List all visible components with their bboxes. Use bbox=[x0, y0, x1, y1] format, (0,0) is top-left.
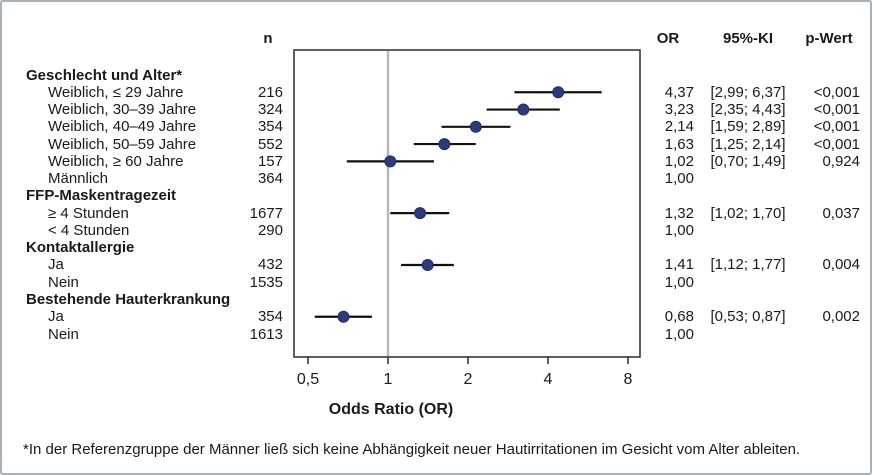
column-header-pvalue: p-Wert bbox=[805, 30, 853, 47]
or-value: 1,00 bbox=[664, 325, 694, 343]
ci-value: [1,25; 2,14] bbox=[710, 135, 786, 153]
table-row: Weiblich, 40–49 Jahre 354 2,14 [1,59; 2,89]… bbox=[2, 118, 870, 135]
row-label: Weiblich, 40–49 Jahre bbox=[48, 118, 197, 136]
x-tick-label: 4 bbox=[543, 371, 553, 388]
n-value: 1613 bbox=[249, 325, 283, 343]
ci-value: [0,53; 0,87] bbox=[710, 308, 786, 326]
p-value: <0,001 bbox=[813, 101, 860, 119]
ci-value: [2,35; 4,43] bbox=[710, 101, 786, 119]
row-label: Männlich bbox=[48, 170, 109, 188]
p-value: <0,001 bbox=[813, 83, 860, 101]
x-tick-label: 2 bbox=[463, 371, 473, 388]
group-label: Kontaktallergie bbox=[26, 239, 135, 257]
row-label: Ja bbox=[48, 308, 64, 326]
row-label: < 4 Stunden bbox=[48, 221, 130, 239]
or-value: 1,00 bbox=[664, 273, 694, 291]
table-row: Weiblich, ≥ 60 Jahre 157 1,02 [0,70; 1,49] 0… bbox=[2, 153, 870, 170]
n-value: 157 bbox=[257, 152, 283, 170]
p-value: 0,924 bbox=[822, 152, 860, 170]
column-header-ci: 95%-KI bbox=[722, 30, 774, 47]
row-label: Nein bbox=[48, 325, 79, 343]
group-label: FFP-Maskentragezeit bbox=[26, 187, 177, 205]
ci-value: [0,70; 1,49] bbox=[710, 152, 786, 170]
ci-value: [1,12; 1,77] bbox=[710, 256, 786, 274]
row-label: Nein bbox=[48, 273, 79, 291]
n-value: 324 bbox=[257, 101, 283, 119]
or-value: 2,14 bbox=[664, 118, 694, 136]
group-header-row: Geschlecht und Alter* bbox=[2, 67, 870, 84]
p-value: <0,001 bbox=[813, 118, 860, 136]
n-value: 354 bbox=[257, 118, 283, 136]
table-row: Nein 1535 1,00 bbox=[2, 274, 870, 291]
table-row: Nein 1613 1,00 bbox=[2, 326, 870, 343]
p-value: <0,001 bbox=[813, 135, 860, 153]
p-value: 0,037 bbox=[822, 204, 860, 222]
footnote: *In der Referenzgruppe der Männer ließ s… bbox=[23, 441, 801, 458]
x-axis-title: Odds Ratio (OR) bbox=[328, 401, 454, 418]
table-row: Weiblich, 50–59 Jahre 552 1,63 [1,25; 2,14]… bbox=[2, 136, 870, 153]
n-value: 1677 bbox=[249, 204, 283, 222]
table-row: ≥ 4 Stunden 1677 1,32 [1,02; 1,70] 0,037 bbox=[2, 205, 870, 222]
row-label: ≥ 4 Stunden bbox=[48, 204, 129, 222]
or-value: 1,41 bbox=[664, 256, 694, 274]
group-label: Bestehende Hauterkrankung bbox=[26, 291, 231, 308]
or-value: 1,00 bbox=[664, 221, 694, 239]
or-value: 1,63 bbox=[664, 135, 694, 153]
n-value: 290 bbox=[257, 221, 283, 239]
n-value: 216 bbox=[257, 83, 283, 101]
or-value: 3,23 bbox=[664, 101, 694, 119]
p-value: 0,002 bbox=[822, 308, 860, 326]
x-tick-label: 0,5 bbox=[296, 371, 320, 388]
x-tick-label: 8 bbox=[623, 371, 633, 388]
table-row: Männlich 364 1,00 bbox=[2, 170, 870, 187]
ci-value: [1,59; 2,89] bbox=[710, 118, 786, 136]
column-header-n: n bbox=[263, 30, 273, 47]
row-label: Weiblich, 30–39 Jahre bbox=[48, 101, 197, 119]
column-header-or: OR bbox=[656, 30, 680, 47]
row-label: Weiblich, 50–59 Jahre bbox=[48, 135, 197, 153]
p-value: 0,004 bbox=[822, 256, 860, 274]
n-value: 354 bbox=[257, 308, 283, 326]
table-row: Ja 354 0,68 [0,53; 0,87] 0,002 bbox=[2, 308, 870, 325]
row-label: Ja bbox=[48, 256, 64, 274]
table-row: Weiblich, ≤ 29 Jahre 216 4,37 [2,99; 6,37] <… bbox=[2, 84, 870, 101]
n-value: 432 bbox=[257, 256, 283, 274]
table-row: < 4 Stunden 290 1,00 bbox=[2, 222, 870, 239]
table-row: Ja 432 1,41 [1,12; 1,77] 0,004 bbox=[2, 256, 870, 273]
or-value: 0,68 bbox=[664, 308, 694, 326]
n-value: 1535 bbox=[249, 273, 283, 291]
n-value: 552 bbox=[257, 135, 283, 153]
or-value: 4,37 bbox=[664, 83, 694, 101]
group-header-row: Kontaktallergie bbox=[2, 239, 870, 256]
or-value: 1,00 bbox=[664, 170, 694, 188]
ci-value: [2,99; 6,37] bbox=[710, 83, 786, 101]
x-tick-label: 1 bbox=[383, 371, 393, 388]
group-header-row: Bestehende Hauterkrankung bbox=[2, 291, 870, 308]
row-label: Weiblich, ≥ 60 Jahre bbox=[48, 152, 184, 170]
or-value: 1,02 bbox=[664, 152, 694, 170]
or-value: 1,32 bbox=[664, 204, 694, 222]
ci-value: [1,02; 1,70] bbox=[710, 204, 786, 222]
table-row: Weiblich, 30–39 Jahre 324 3,23 [2,35; 4,43]… bbox=[2, 101, 870, 118]
row-label: Weiblich, ≤ 29 Jahre bbox=[48, 83, 184, 101]
group-header-row: FFP-Maskentragezeit bbox=[2, 187, 870, 204]
n-value: 364 bbox=[257, 170, 283, 188]
group-label: Geschlecht und Alter* bbox=[26, 66, 183, 84]
